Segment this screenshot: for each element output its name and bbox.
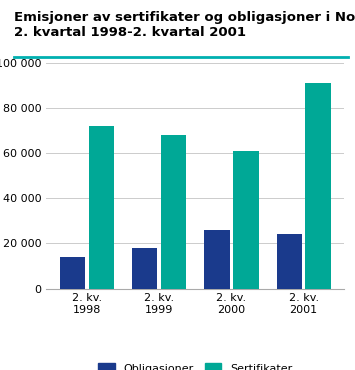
Bar [161,135,186,289]
Bar [60,257,85,289]
Bar [132,248,157,289]
Text: Emisjoner av sertifikater og obligasjoner i Norge.
2. kvartal 1998-2. kvartal 20: Emisjoner av sertifikater og obligasjone… [14,11,355,39]
Bar [277,235,302,289]
Legend: Obligasjoner, Sertifikater: Obligasjoner, Sertifikater [92,357,298,370]
Bar [89,126,114,289]
Bar [233,151,258,289]
Bar [306,83,331,289]
Bar [204,230,230,289]
